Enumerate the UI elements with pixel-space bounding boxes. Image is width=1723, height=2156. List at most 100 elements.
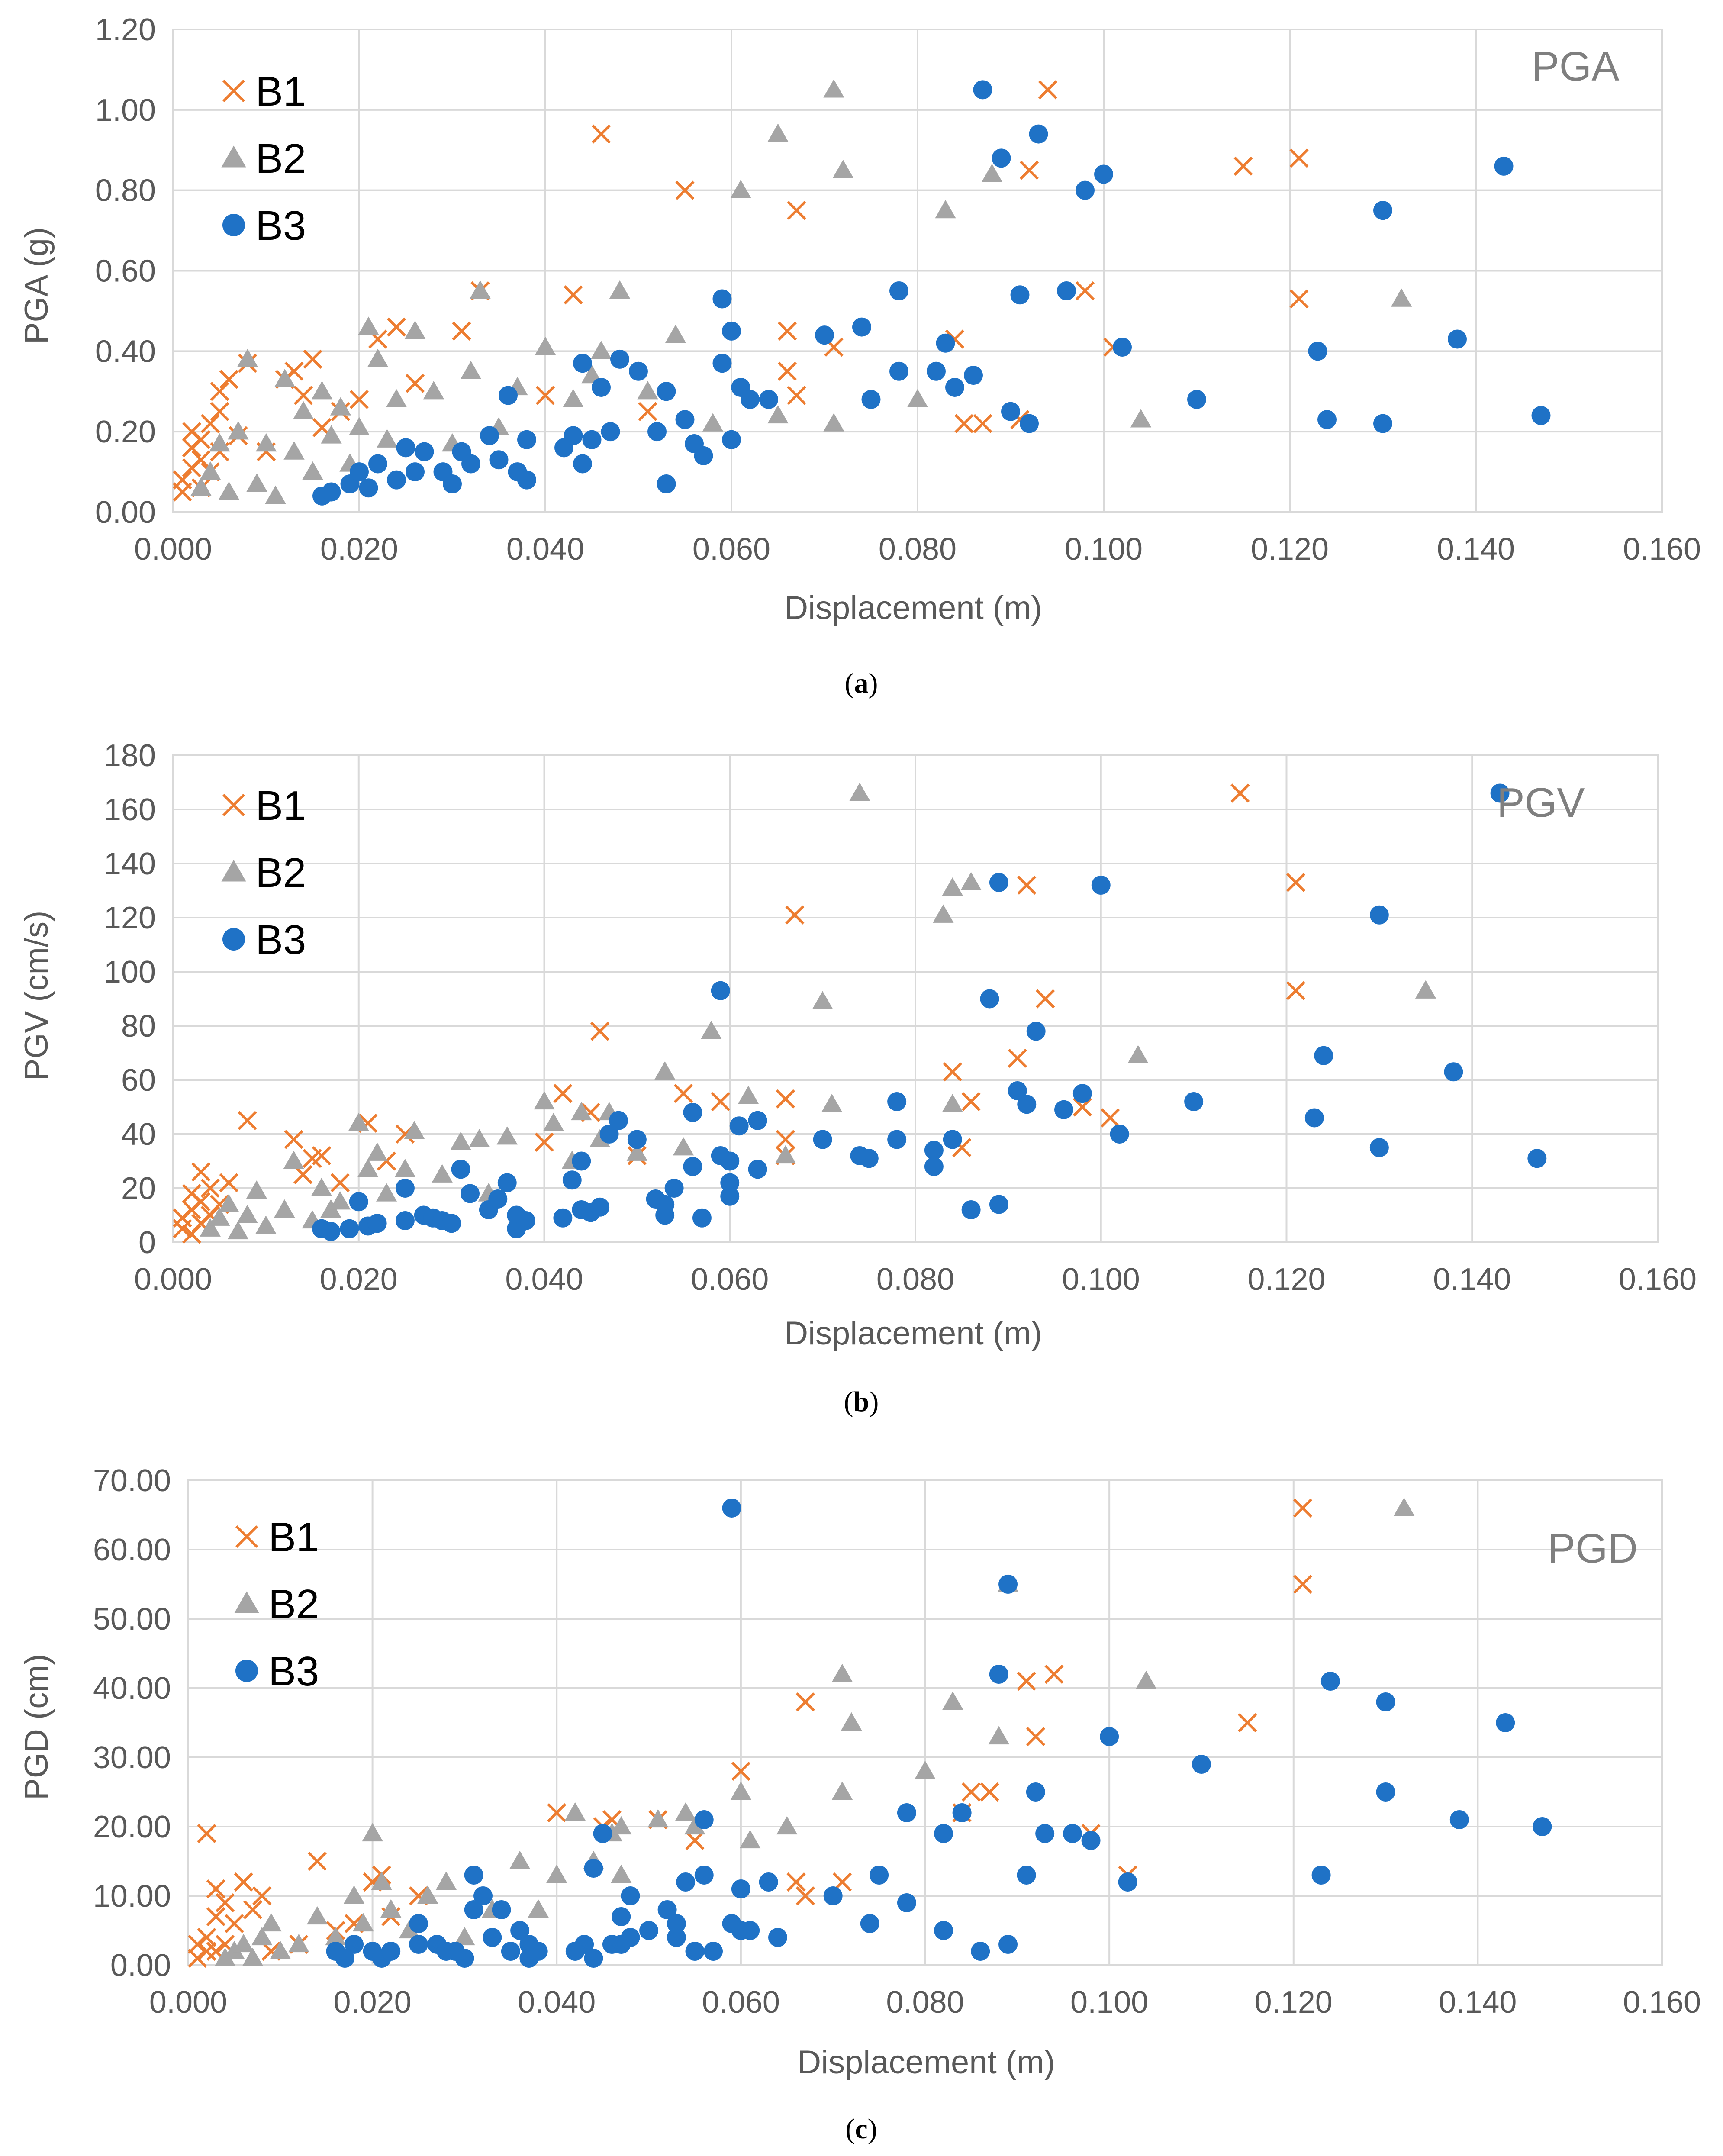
data-point-b1-stroke-2 [1286,981,1306,1000]
data-point-b3 [748,1111,767,1130]
data-point-b3 [720,1151,740,1171]
data-point-b2 [288,1934,309,1953]
plot-area-b: 0.000 0.020 0.040 0.060 0.080 0.100 0.120 0.140… [104,738,1697,1297]
x-tick-label: 0.080 [886,1985,964,2020]
data-point-b1-stroke-2 [206,1941,225,1961]
x-tick-label: 0.140 [1439,1985,1517,2020]
data-point-b3 [464,1900,483,1919]
y-tick-label: 180 [104,738,156,773]
data-point-b3 [683,1103,702,1122]
data-point-b2 [701,1021,722,1039]
data-point-b1-stroke-2 [293,1165,313,1184]
data-point-b2 [841,1712,862,1731]
data-point-b1 [1008,1048,1027,1068]
data-point-b2 [261,1913,282,1932]
x-tick-label: 0.000 [134,1262,212,1297]
data-point-b2 [386,389,407,407]
data-point-b3 [492,1900,511,1919]
data-point-b2 [1415,980,1436,999]
data-point-b2 [218,481,240,500]
panel-c-caption-letter: c [855,2113,867,2145]
data-point-b2 [528,1899,549,1918]
data-point-b1 [1036,989,1055,1009]
data-point-b2 [981,164,1003,182]
data-point-b1-stroke-2 [535,386,555,405]
data-point-b2 [325,1927,346,1946]
data-point-b3 [694,1810,714,1829]
data-point-b3 [998,1575,1018,1594]
data-point-b3 [927,361,946,381]
data-point-b3 [1008,1081,1027,1100]
data-point-b2 [496,1126,518,1145]
x-tick-label: 0.160 [1623,532,1701,567]
legend-marker-b3 [222,928,245,951]
data-point-b2 [255,433,277,452]
data-point-b1 [197,1941,216,1961]
data-point-b3 [989,1195,1008,1214]
data-point-b3 [887,1092,907,1111]
panel-a: 0.000 0.020 0.040 0.060 0.080 0.100 0.120 0.140… [18,13,1701,699]
data-point-b3 [861,390,881,409]
data-point-b3 [612,1907,631,1926]
legend-label-b1: B1 [255,783,306,829]
x-tick-label: 0.160 [1619,1262,1697,1297]
data-point-b2 [399,1920,420,1939]
data-point-b3 [562,1170,582,1190]
data-point-b3 [1311,1866,1331,1885]
data-point-b2 [246,473,267,492]
panel-c: 0.000 0.020 0.040 0.060 0.080 0.100 0.120 0.140… [18,1463,1701,2145]
data-point-b2 [942,1691,963,1710]
data-point-b3 [989,873,1008,892]
data-point-b2 [675,1802,696,1821]
plot-area-c: 0.000 0.020 0.040 0.060 0.080 0.100 0.120 0.140… [93,1463,1701,2020]
data-point-b2 [311,1177,332,1196]
data-point-b2 [915,1760,936,1779]
data-point-b2 [831,1781,853,1800]
data-point-b1 [200,414,220,433]
data-point-b1-stroke-2 [776,1130,795,1149]
data-point-b1-stroke-2 [182,422,202,442]
x-tick-label: 0.080 [876,1262,954,1297]
data-point-b1-stroke-2 [188,1934,207,1954]
data-point-b1 [188,1934,207,1954]
panel-c-ylabel: PGD (cm) [18,1654,55,1800]
data-point-b3 [952,1803,972,1822]
x-tick-label: 0.040 [518,1985,596,2020]
data-point-b3 [1076,180,1095,200]
data-point-b3 [1054,1100,1073,1119]
data-point-b2 [321,425,342,444]
data-point-b1 [943,1062,962,1082]
data-point-b3 [461,454,480,474]
data-point-b3 [1001,402,1020,421]
data-point-b1-stroke-2 [1026,1727,1045,1747]
data-point-b3 [609,1111,628,1130]
data-point-b1 [795,1886,815,1906]
data-point-b3 [647,422,667,442]
data-point-b3 [409,1914,428,1933]
data-point-b3 [657,1900,677,1919]
y-tick-label: 0 [138,1225,156,1260]
data-point-b3 [1063,1824,1082,1843]
data-point-b1-stroke-2 [1017,875,1037,895]
data-point-b3 [722,430,741,449]
data-point-b2 [329,1191,351,1210]
data-point-b1-stroke-2 [210,382,229,401]
data-point-b2 [265,485,286,504]
data-point-b1 [776,1089,795,1109]
data-point-b2 [432,1164,453,1183]
data-point-b2 [209,433,230,452]
data-point-b1 [553,1084,573,1103]
legend-marker-b2 [221,145,246,168]
data-point-b3 [584,1859,603,1878]
data-point-b3 [1020,414,1039,433]
data-point-b2 [571,1102,592,1121]
data-point-b3 [442,1214,461,1233]
data-point-b3 [593,1824,612,1843]
data-point-b1 [1230,783,1250,803]
data-point-b3 [1091,876,1111,895]
x-tick-label: 0.120 [1255,1985,1333,2020]
data-point-b3 [488,1189,508,1209]
data-point-b1-stroke-2 [377,1151,396,1171]
data-point-b2 [611,1816,632,1835]
data-point-b2 [377,429,398,448]
